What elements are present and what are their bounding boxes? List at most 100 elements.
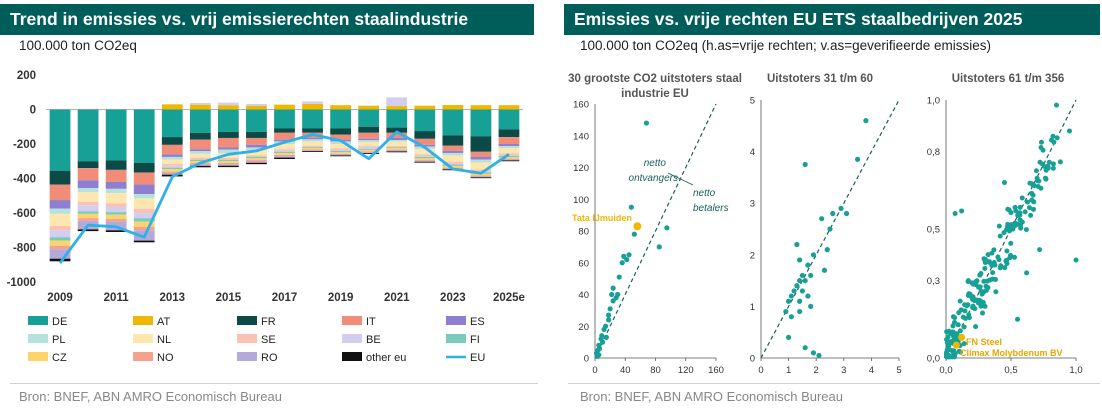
scatter-point <box>985 252 991 258</box>
y-tick-label: 80 <box>578 227 589 238</box>
scatter-point <box>944 340 950 346</box>
scatter-point <box>961 324 967 330</box>
bar-segment-other-eu <box>330 155 351 157</box>
scatter-point <box>1034 175 1040 181</box>
bar-segment-other-eu <box>49 258 71 262</box>
bar-segment-es <box>161 154 183 157</box>
bar-segment-at <box>330 105 351 110</box>
bar-segment-es <box>49 200 71 209</box>
scatter-point <box>1035 183 1041 189</box>
bar-segment-de <box>246 109 267 132</box>
y-tick-label: 100 <box>573 195 589 206</box>
bar-segment-other-eu <box>498 160 520 162</box>
bar-segment-pl <box>330 141 351 144</box>
bar-segment-cz <box>414 158 436 161</box>
scatter-point <box>1002 265 1008 271</box>
scatter-point-outlier <box>1054 102 1059 108</box>
x-tick-label: 40 <box>620 365 631 376</box>
scatter-point <box>805 262 811 268</box>
bar-segment-no <box>274 154 295 157</box>
y-tick-label: 60 <box>578 258 589 269</box>
bar-segment-de <box>274 109 295 129</box>
scatter-point <box>954 331 960 337</box>
bar-segment-at <box>442 105 464 110</box>
bar-segment-es <box>274 139 295 142</box>
scatter-point <box>957 328 963 334</box>
y-tick-label: -200 <box>13 139 36 151</box>
bar-segment-nl <box>442 155 464 162</box>
y-tick-label: 160 <box>573 100 589 111</box>
bar-segment-cz <box>470 173 492 176</box>
bar-segment-at <box>161 104 183 110</box>
scatter-point <box>993 276 999 282</box>
bar-segment-it <box>386 132 408 138</box>
highlight-point-tata <box>633 222 642 231</box>
bar-segment-es <box>189 149 211 152</box>
bar-segment-no <box>105 219 127 222</box>
scatter-point <box>624 256 630 263</box>
bar-segment-se <box>218 157 239 160</box>
bar-segment-es <box>358 138 380 141</box>
scatter-point <box>1031 183 1037 189</box>
bar-segment-nl <box>49 213 71 226</box>
scatter-point <box>824 247 830 253</box>
scatter-point <box>990 270 996 276</box>
bar-segment-at <box>414 105 436 110</box>
scatter-point <box>816 352 822 359</box>
x-tick-label: 2019 <box>328 292 354 304</box>
scatter-point-outlier <box>1067 128 1072 134</box>
bar-segment-nl <box>189 153 211 158</box>
scatter-point <box>983 287 989 293</box>
scatter-point <box>805 293 811 299</box>
y-tick-label: -400 <box>13 174 36 186</box>
scatter-point <box>976 284 982 290</box>
scatter-point <box>996 223 1002 229</box>
bar-segment-ro <box>246 161 267 163</box>
bar-segment-se <box>330 148 351 151</box>
scatter-point <box>952 350 958 356</box>
scatter-point <box>1031 206 1037 212</box>
bar-segment-other-eu <box>414 161 436 163</box>
bar-segment-fi <box>161 167 183 170</box>
legend-swatch <box>28 316 48 325</box>
bar-segment-other-eu <box>302 151 323 152</box>
bar-segment-se <box>49 225 71 231</box>
eu-line <box>58 130 510 264</box>
legend-swatch <box>133 334 153 343</box>
bar-segment-nl <box>246 150 267 156</box>
bar-segment-fi <box>49 237 71 241</box>
scatter-point <box>973 279 979 285</box>
scatter-point <box>810 350 817 356</box>
bar-segment-ro <box>330 154 351 156</box>
y-tick-label: 120 <box>573 163 589 174</box>
bar-segment-be <box>49 230 71 238</box>
chart-title-line2: industrie EU <box>621 88 689 100</box>
bar-segment-other-eu <box>133 240 155 243</box>
scatter-point <box>619 260 625 266</box>
y-tick-label: 2 <box>750 250 755 261</box>
y-tick-label: 1,0 <box>927 96 940 107</box>
scatter-point <box>863 118 869 124</box>
bar-segment-fr <box>470 136 492 152</box>
scatter-point <box>808 272 814 279</box>
bar-segment-es <box>414 144 436 147</box>
scatter-point <box>631 231 637 237</box>
bar-segment-de <box>49 109 71 171</box>
scatter-point-outlier <box>952 211 958 217</box>
scatter-point <box>1003 258 1009 264</box>
bar-segment-cz <box>105 214 127 220</box>
bar-segment-at <box>246 105 267 110</box>
scatter-point <box>628 204 634 210</box>
bar-segment-pl <box>161 156 183 160</box>
scatter-point <box>997 233 1003 239</box>
bar-segment-es <box>133 184 155 195</box>
y-tick-label: 5 <box>750 96 755 107</box>
bar-segment-be <box>105 206 127 213</box>
diagonal-line <box>594 103 717 359</box>
bar-segment-cz <box>77 213 99 219</box>
y-tick-label: 0 <box>750 354 755 365</box>
bar-segment-be <box>218 102 239 106</box>
scatter-point <box>615 291 621 298</box>
scatter-point <box>1012 254 1018 260</box>
bar-segment-no <box>498 158 520 160</box>
